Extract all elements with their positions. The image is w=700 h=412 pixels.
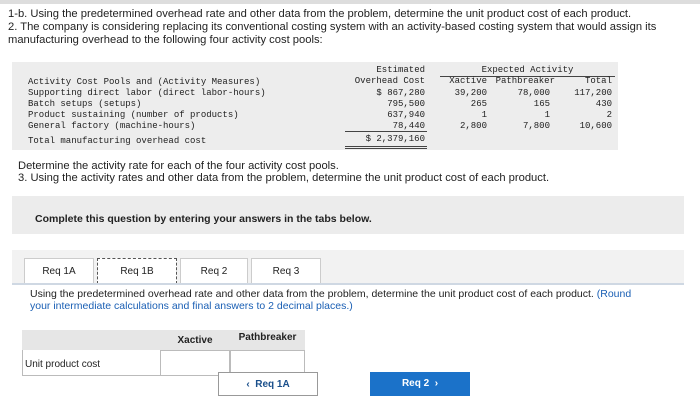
cell: 265 — [470, 99, 487, 109]
label: Product sustaining (number of products) — [28, 110, 239, 120]
cell: $ 867,280 — [376, 88, 425, 98]
header: Expected Activity — [440, 65, 615, 77]
text: 2. The company is considering replacing … — [8, 21, 657, 46]
text: Req 2 — [401, 378, 430, 389]
cell: 1 — [481, 110, 487, 120]
input[interactable] — [160, 350, 230, 376]
rule — [345, 131, 427, 132]
text: Using the predetermined overhead rate an… — [30, 288, 594, 300]
cell: 2,800 — [459, 121, 487, 131]
cell: 39,200 — [454, 88, 487, 98]
text: 3. Using the activity rates and other da… — [18, 172, 550, 184]
tab[interactable]: Req 1A — [24, 258, 94, 284]
tab[interactable]: Req 3 — [251, 258, 321, 284]
header: Overhead Cost — [354, 76, 425, 86]
cell: 78,000 — [517, 88, 550, 98]
label: Batch setups (setups) — [28, 99, 142, 109]
text: 1-b. Using the predetermined overhead ra… — [8, 8, 632, 20]
cell: 637,940 — [387, 110, 425, 120]
note: (Round your intermediate calculations an… — [30, 288, 632, 312]
cell: 78,440 — [392, 121, 425, 131]
next-button[interactable]: Req 2 › — [370, 372, 470, 396]
cell: 795,500 — [387, 99, 425, 109]
label: Supporting direct labor (direct labor-ho… — [28, 88, 266, 98]
text: Determine the activity rate for each of … — [18, 160, 339, 172]
cell: 10,600 — [579, 121, 612, 131]
cell: 1 — [544, 110, 550, 120]
header: Activity Cost Pools and (Activity Measur… — [28, 77, 261, 87]
cut-line — [0, 0, 700, 4]
cell: 117,200 — [574, 88, 612, 98]
label: General factory (machine-hours) — [28, 121, 196, 131]
cell: $ 2,379,160 — [365, 134, 425, 144]
header: Total — [584, 76, 612, 86]
cell: 165 — [533, 99, 550, 109]
banner — [12, 196, 684, 234]
cell: 7,800 — [522, 121, 550, 131]
instruction: Using the predetermined overhead rate an… — [30, 288, 650, 312]
col-header: Pathbreaker — [238, 332, 297, 343]
prev-button[interactable]: ‹ Req 1A — [218, 372, 318, 396]
cell: 430 — [595, 99, 612, 109]
header: Estimated — [376, 65, 425, 75]
header: Pathbreaker — [495, 76, 555, 86]
header: Xactive — [449, 76, 487, 86]
label: Total manufacturing overhead cost — [28, 136, 207, 146]
tab[interactable]: Req 2 — [180, 258, 248, 284]
answer-header — [22, 330, 305, 350]
intro: 1-b. Using the predetermined overhead ra… — [8, 8, 694, 47]
text: Req 1A — [255, 379, 290, 390]
col-header: Xactive — [177, 335, 213, 346]
tab-panel — [12, 283, 684, 412]
rule — [345, 146, 427, 149]
tab-active[interactable]: Req 1B — [97, 258, 177, 284]
banner-text: Complete this question by entering your … — [35, 213, 372, 225]
cell: 2 — [606, 110, 612, 120]
row-label: Unit product cost — [25, 359, 101, 370]
